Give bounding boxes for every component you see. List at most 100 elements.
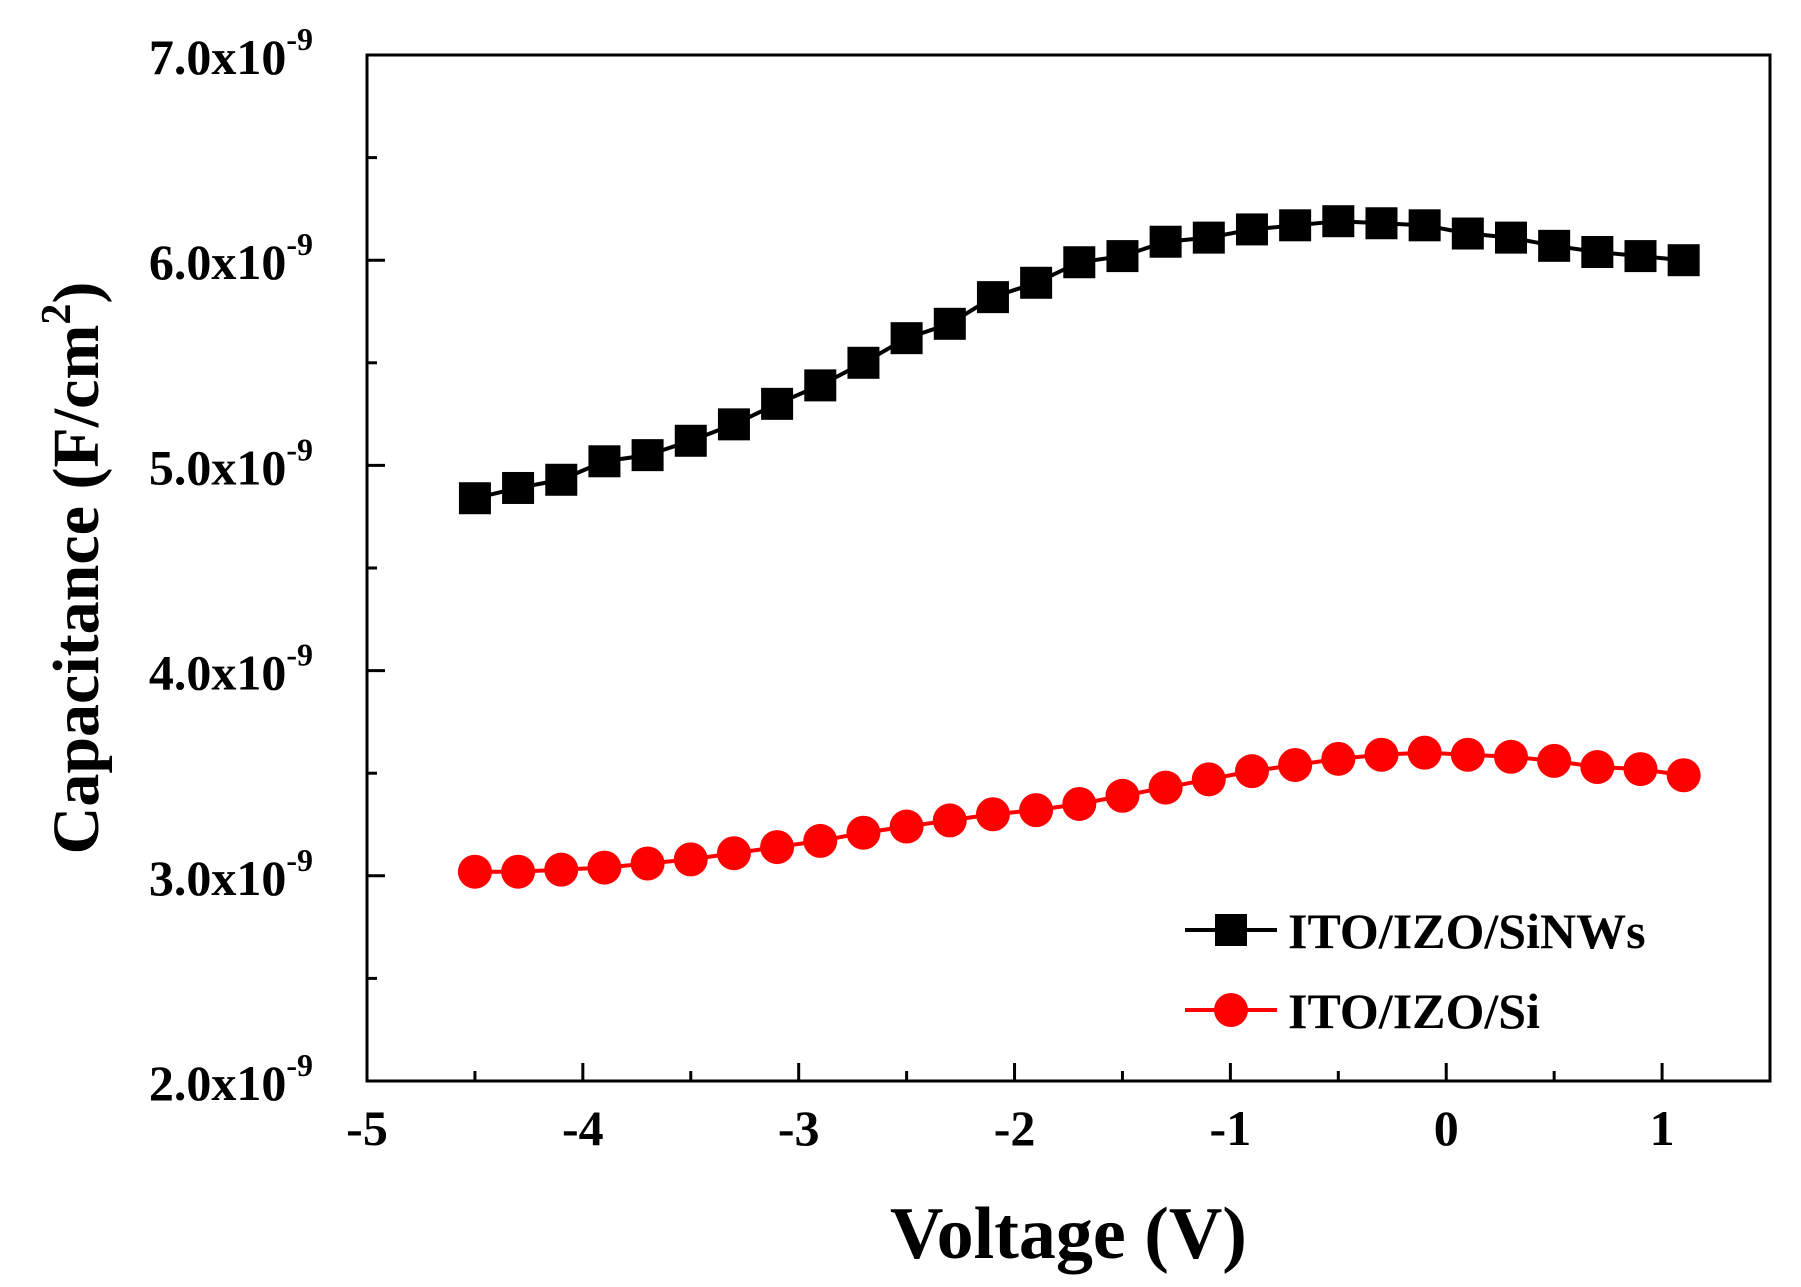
data-point: [1623, 752, 1658, 787]
data-point: [933, 307, 966, 340]
data-point: [630, 846, 665, 881]
data-point: [1624, 240, 1657, 273]
data-point: [631, 439, 664, 472]
data-point: [587, 850, 622, 885]
data-point: [1667, 244, 1700, 277]
x-tick-label: 1: [1650, 1100, 1675, 1156]
data-point: [1493, 739, 1528, 774]
data-point: [1279, 209, 1312, 242]
x-tick-label: -1: [1210, 1100, 1252, 1156]
data-point: [1580, 750, 1615, 785]
data-point: [1494, 221, 1527, 254]
data-point: [760, 830, 795, 865]
data-point: [761, 387, 794, 420]
data-point: [1322, 205, 1355, 238]
data-point: [890, 322, 923, 355]
data-point: [1192, 221, 1225, 254]
y-tick-exponent: -9: [286, 1047, 313, 1083]
plot-series: [457, 205, 1701, 889]
legend-marker: [1214, 993, 1248, 1027]
x-axis-label: Voltage (V): [890, 1193, 1247, 1275]
data-point: [717, 408, 750, 441]
legend-label: ITO/IZO/SiNWs: [1288, 903, 1646, 959]
data-point: [1020, 266, 1053, 299]
y-tick-label: 5.0x10-9: [149, 431, 313, 495]
y-tick-exponent: -9: [286, 431, 313, 467]
legend-label: ITO/IZO/Si: [1288, 983, 1540, 1039]
data-point: [716, 836, 751, 871]
y-tick-mantissa: 5.0x10: [149, 439, 287, 495]
data-point: [846, 815, 881, 850]
y-tick-exponent: -9: [286, 637, 313, 673]
y-axis-label-end: ): [40, 282, 113, 304]
data-point: [502, 471, 535, 504]
y-tick-label: 4.0x10-9: [149, 637, 313, 701]
data-point: [1365, 207, 1398, 240]
data-point: [545, 463, 578, 496]
y-tick-mantissa: 3.0x10: [149, 850, 287, 906]
y-tick-exponent: -9: [286, 226, 313, 262]
data-point: [544, 852, 579, 887]
legend: ITO/IZO/SiNWs ITO/IZO/Si: [1185, 903, 1646, 1039]
data-point: [1105, 778, 1140, 813]
data-point: [674, 424, 707, 457]
y-tick-mantissa: 7.0x10: [149, 29, 287, 85]
data-point: [975, 797, 1010, 832]
data-point: [976, 281, 1009, 314]
series-ito-izo-si: [457, 735, 1701, 889]
y-tick-mantissa: 6.0x10: [149, 234, 287, 290]
data-point: [1278, 747, 1313, 782]
x-tick-label: -5: [346, 1100, 388, 1156]
data-point: [1666, 758, 1701, 793]
data-point: [1149, 225, 1182, 258]
x-tick-label: -4: [562, 1100, 604, 1156]
data-point: [1581, 235, 1614, 268]
data-point: [1148, 770, 1183, 805]
data-point: [1019, 793, 1054, 828]
data-point: [804, 369, 837, 402]
y-tick-label: 2.0x10-9: [149, 1047, 313, 1111]
data-point: [1407, 735, 1442, 770]
data-point: [803, 823, 838, 858]
y-tick-label: 6.0x10-9: [149, 226, 313, 290]
data-point: [932, 803, 967, 838]
data-point: [1191, 762, 1226, 797]
series-ito-izo-sinws: [458, 205, 1700, 515]
y-tick-label: 7.0x10-9: [149, 21, 313, 85]
data-point: [1537, 743, 1572, 778]
data-point: [889, 809, 924, 844]
data-point: [1235, 213, 1268, 246]
data-point: [1364, 737, 1399, 772]
data-point: [673, 842, 708, 877]
data-point: [458, 482, 491, 515]
data-point: [588, 445, 621, 478]
y-tick-mantissa: 4.0x10: [149, 645, 287, 701]
y-axis-label-main: Capacitance (F/cm: [40, 325, 113, 855]
data-point: [1451, 217, 1484, 250]
x-tick-label: -3: [778, 1100, 820, 1156]
data-point: [1450, 737, 1485, 772]
y-tick-exponent: -9: [286, 21, 313, 57]
y-tick-label: 3.0x10-9: [149, 842, 313, 906]
x-tick-label: 0: [1434, 1100, 1459, 1156]
y-axis-label-superscript: 2: [34, 304, 80, 325]
data-point: [457, 854, 492, 889]
plot-frame: [365, 53, 1772, 1083]
data-point: [1063, 246, 1096, 279]
data-point: [847, 346, 880, 379]
y-tick-mantissa: 2.0x10: [149, 1055, 287, 1111]
data-point: [1062, 786, 1097, 821]
data-point: [1106, 240, 1139, 273]
y-axis-label: Capacitance (F/cm2): [34, 282, 113, 855]
axis-labels: -5 -4 -3 -2 -1 0 12.0x10-93.0x10-94.0x10-95.0x…: [34, 21, 1675, 1275]
data-point: [1321, 741, 1356, 776]
legend-marker: [1215, 914, 1247, 946]
legend-item: ITO/IZO/Si: [1185, 983, 1540, 1039]
y-tick-exponent: -9: [286, 842, 313, 878]
data-point: [1538, 229, 1571, 262]
data-point: [501, 854, 536, 889]
x-tick-label: -2: [994, 1100, 1036, 1156]
data-point: [1408, 209, 1441, 242]
legend-item: ITO/IZO/SiNWs: [1185, 903, 1646, 959]
